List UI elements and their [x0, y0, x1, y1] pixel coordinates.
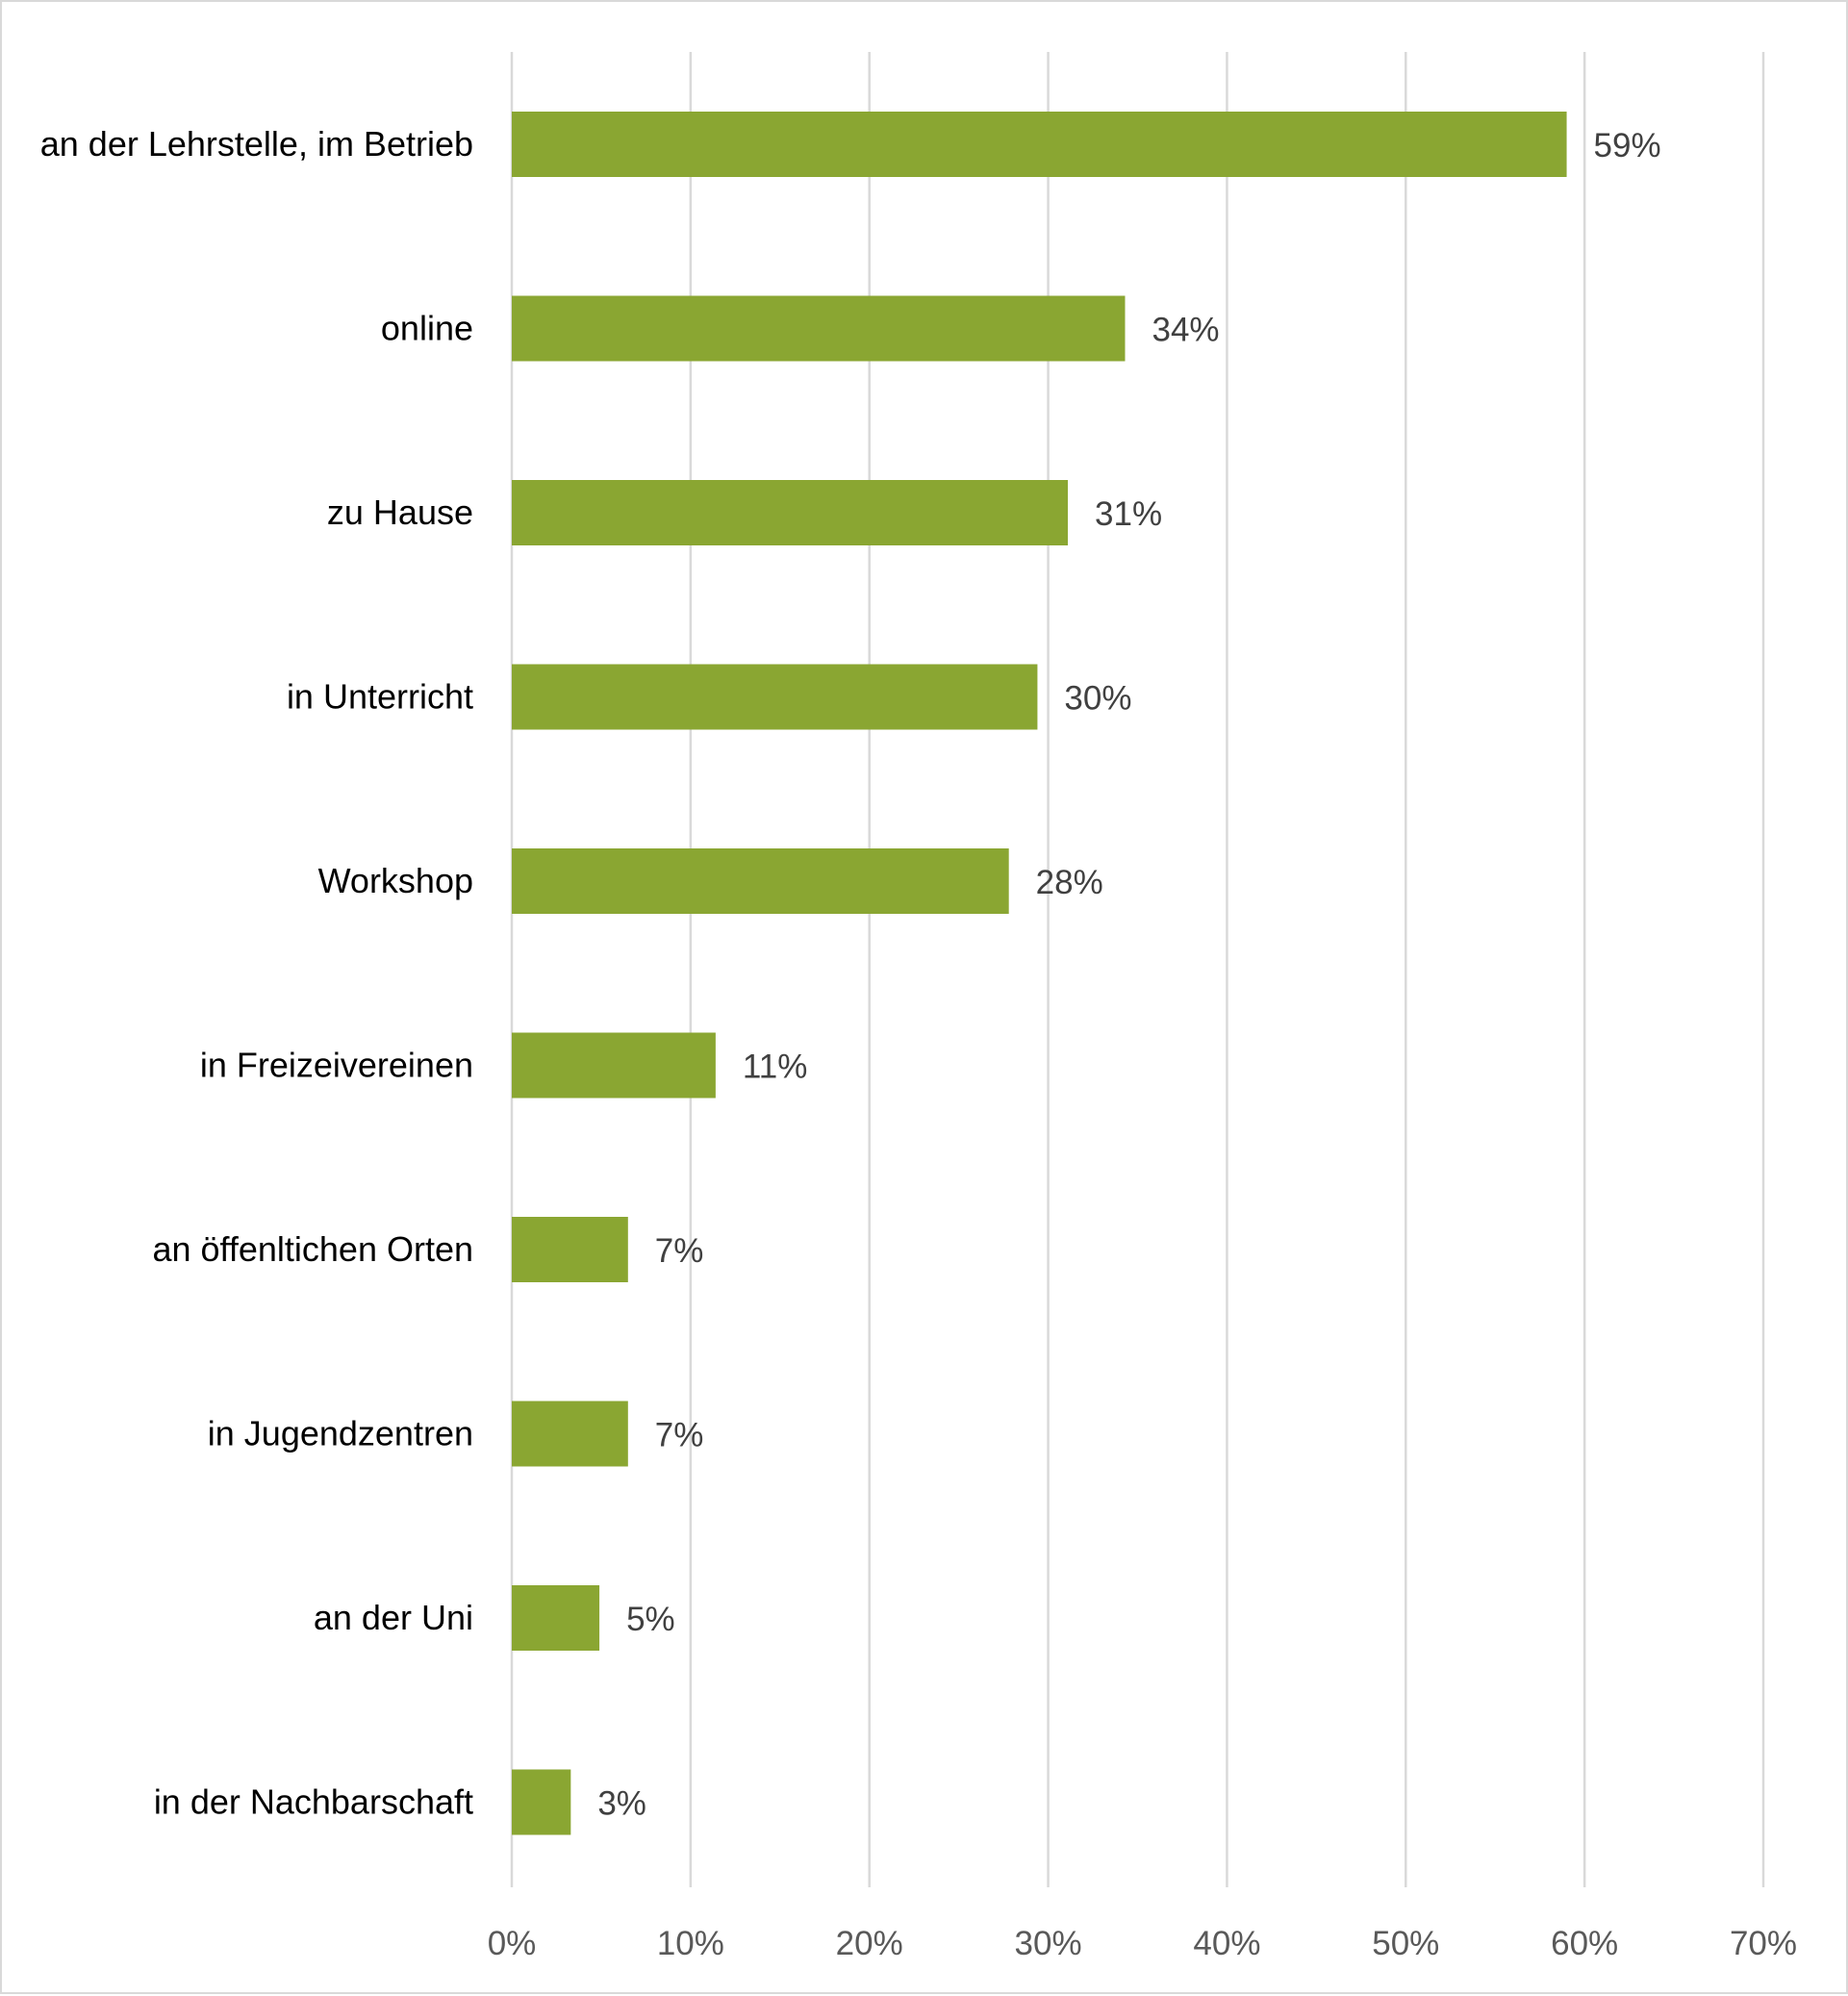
category-label: in Unterricht	[287, 677, 473, 717]
x-tick-label: 0%	[488, 1925, 537, 1962]
category-label: in Jugendzentren	[208, 1414, 473, 1453]
bar	[512, 295, 1126, 362]
category-label: zu Hause	[327, 493, 473, 532]
category-label: in der Nachbarschaft	[154, 1782, 473, 1822]
bars	[512, 112, 1567, 1835]
x-axis-tick-labels: 0% 10% 20% 30% 40% 50% 60% 70%	[488, 1925, 1797, 1962]
bar	[512, 1769, 571, 1835]
category-label: an öffenltichen Orten	[152, 1229, 473, 1269]
category-label: an der Lehrstelle, im Betrieb	[40, 124, 473, 164]
bar	[512, 112, 1567, 177]
category-labels: an der Lehrstelle, im Betrieb online zu Ha…	[40, 124, 473, 1822]
bar	[512, 1585, 600, 1651]
x-tick-label: 50%	[1372, 1925, 1439, 1962]
data-label: 30%	[1064, 680, 1131, 718]
category-label: Workshop	[318, 861, 473, 900]
value-labels: 59% 34% 31% 30% 28% 11% 7% 7% 5% 3%	[597, 127, 1660, 1823]
x-tick-label: 30%	[1015, 1925, 1082, 1962]
x-tick-label: 60%	[1551, 1925, 1618, 1962]
data-label: 59%	[1594, 127, 1661, 164]
bar	[512, 480, 1069, 545]
data-label: 31%	[1095, 495, 1162, 533]
category-label: online	[381, 309, 473, 348]
bar	[512, 1032, 716, 1099]
data-label: 34%	[1152, 312, 1219, 349]
data-label: 11%	[743, 1049, 807, 1086]
bar	[512, 664, 1038, 730]
data-label: 7%	[655, 1417, 704, 1454]
data-label: 7%	[655, 1232, 704, 1270]
data-label: 28%	[1036, 864, 1103, 901]
x-tick-label: 10%	[657, 1925, 724, 1962]
category-label: in Freizeivereinen	[200, 1046, 473, 1085]
data-label: 3%	[597, 1785, 646, 1823]
x-tick-label: 70%	[1730, 1925, 1797, 1962]
category-label: an der Uni	[314, 1598, 473, 1637]
x-tick-label: 40%	[1193, 1925, 1260, 1962]
bar	[512, 1401, 628, 1467]
bar	[512, 1217, 628, 1282]
data-label: 5%	[626, 1601, 675, 1638]
x-tick-label: 20%	[836, 1925, 903, 1962]
bar	[512, 848, 1009, 914]
